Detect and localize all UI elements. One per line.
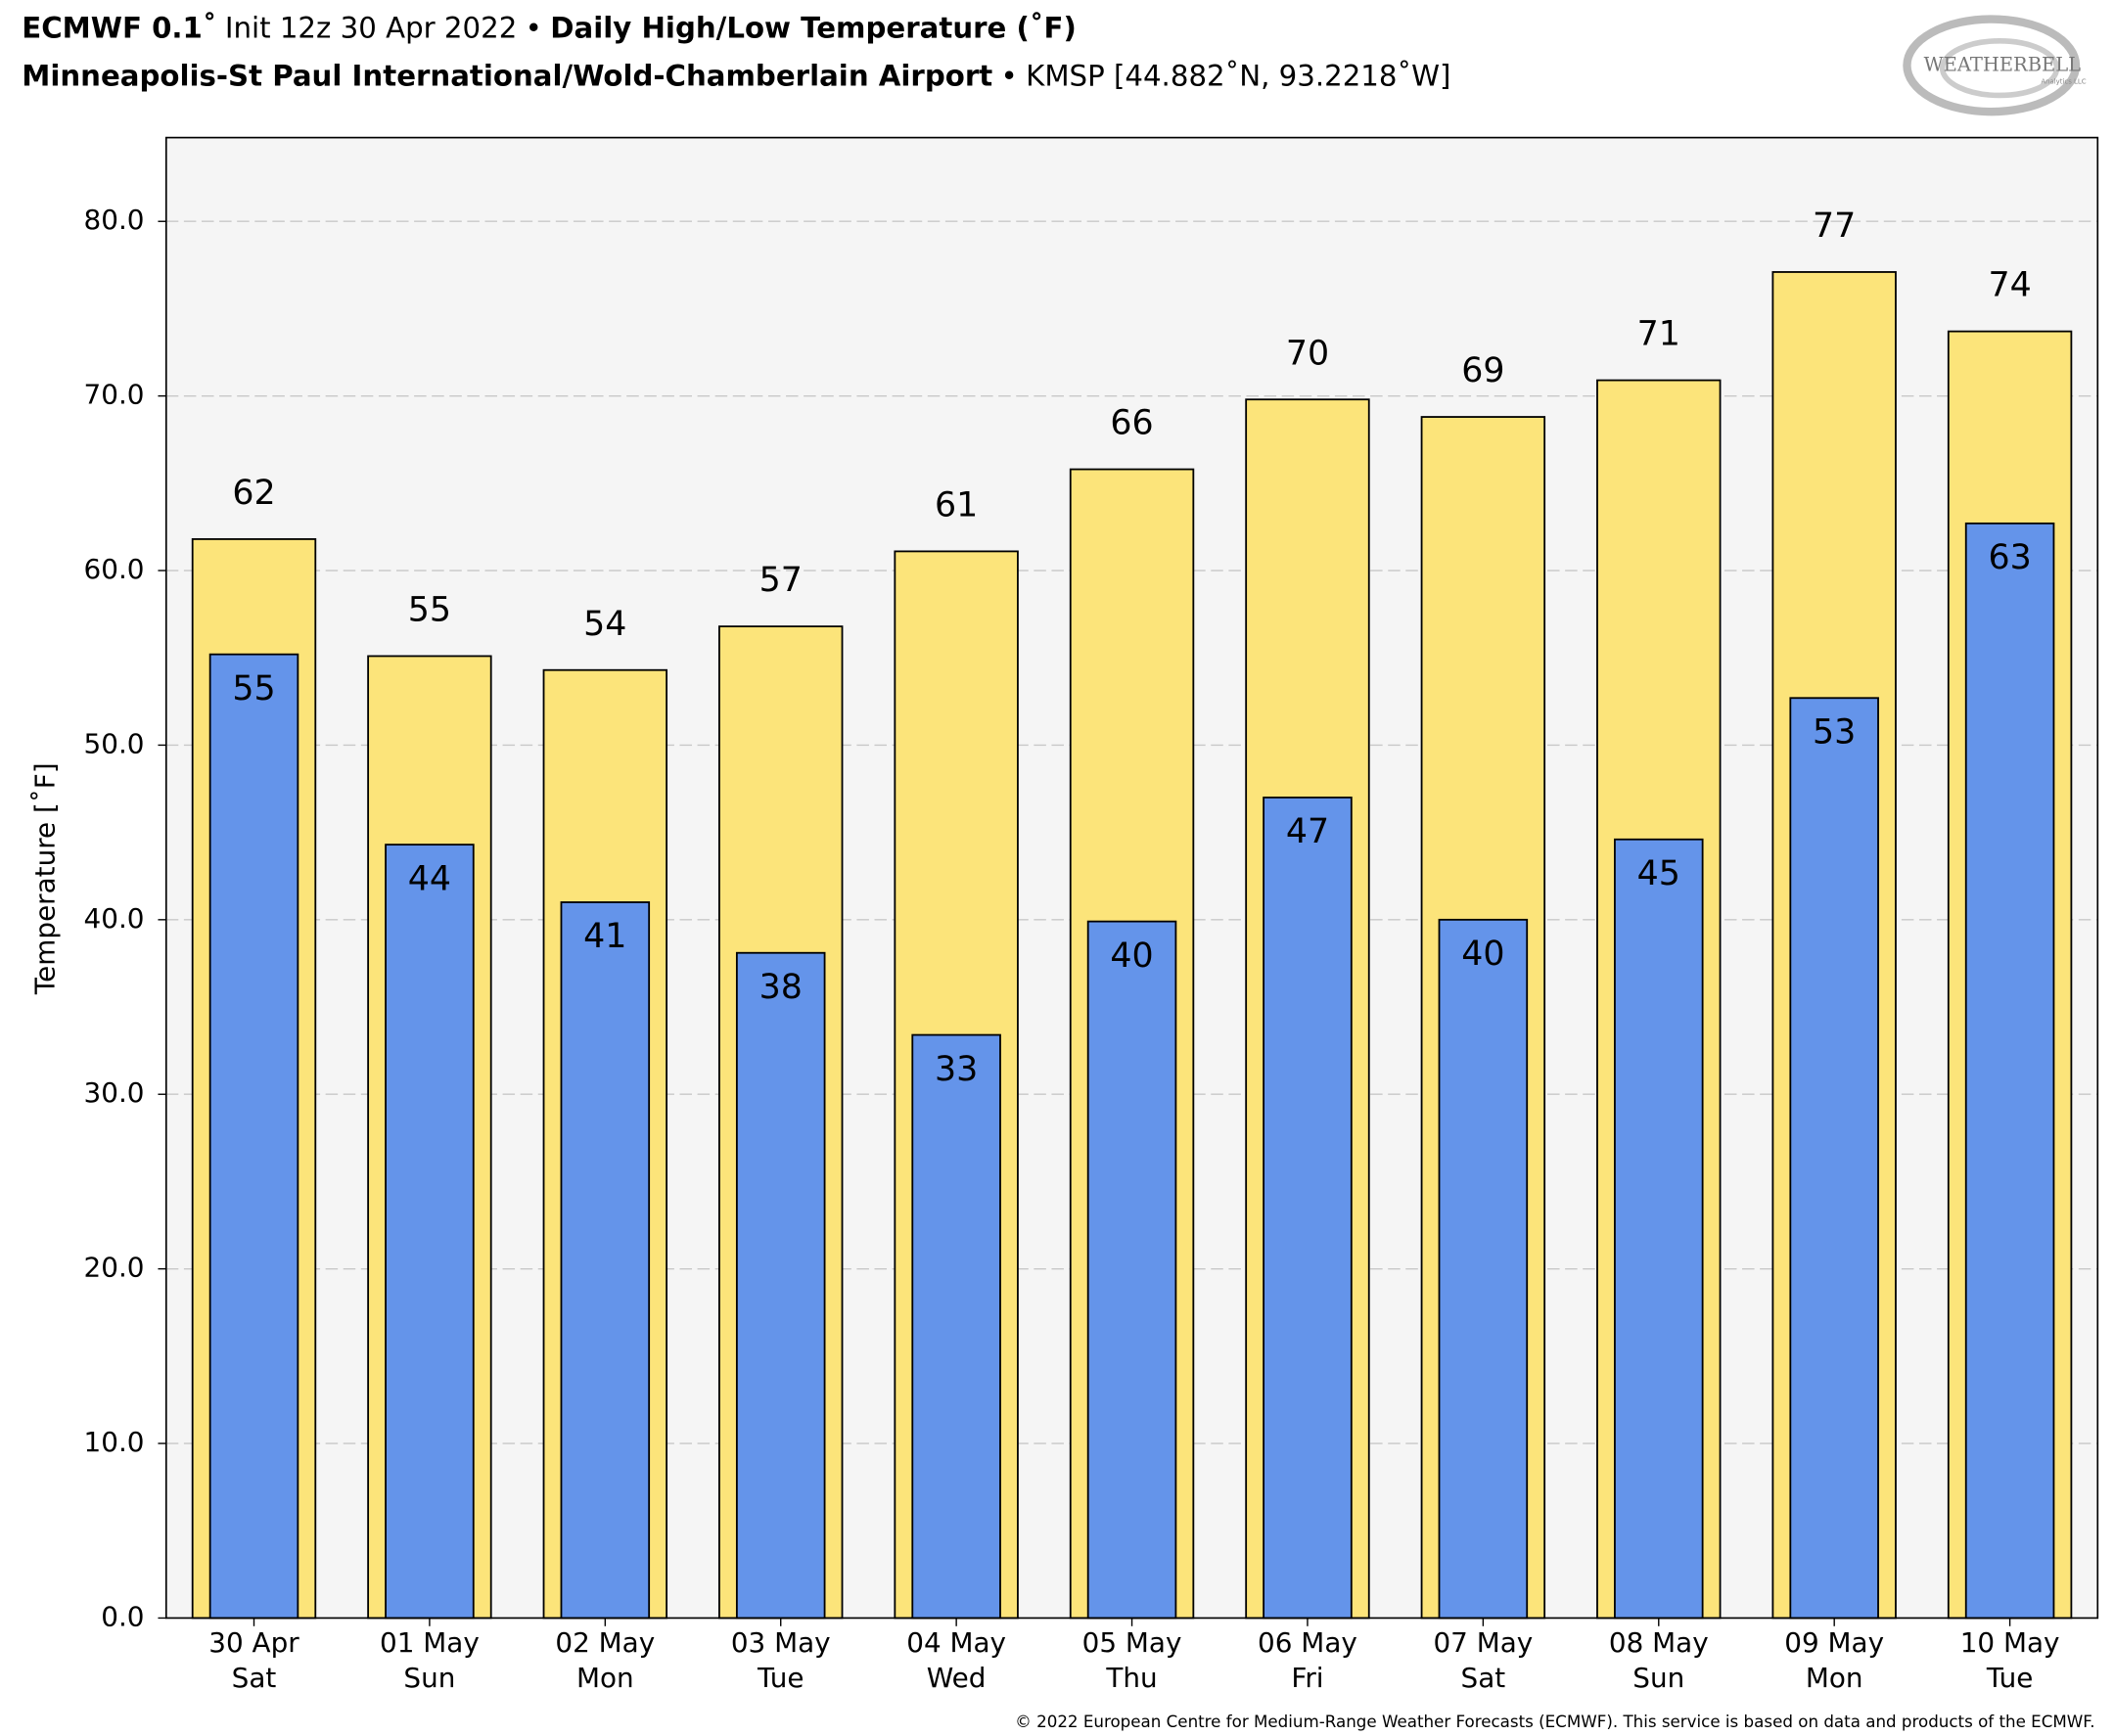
x-tick-day: Tue [757,1662,804,1694]
value-label: 41 [583,917,626,956]
value-label: 69 [1461,351,1504,390]
title-init: Init 12z 30 Apr 2022 [225,12,517,45]
y-tick-label: 50.0 [84,727,145,759]
y-tick-label: 0.0 [101,1600,144,1632]
value-label: 38 [759,968,803,1007]
x-tick-label: 04 May [906,1626,1006,1659]
value-label: 66 [1110,404,1153,443]
x-tick-day: Mon [576,1662,634,1694]
y-tick-label: 10.0 [84,1426,145,1458]
bars: 62 55 54 57 61 66 70 69 71 77 74 55 44 41 38 33 40 47 40 45… [191,206,2073,1620]
chart-subtitle: Minneapolis-St Paul International/Wold-C… [22,59,1450,92]
subtitle-station-id: KMSP [44.882˚N, 93.2218˚W] [1026,59,1450,92]
y-tick-label: 80.0 [84,204,145,236]
value-label: 57 [759,561,803,600]
x-tick-day: Sat [1461,1662,1506,1694]
x-tick-day: Fri [1291,1662,1323,1694]
value-label: 77 [1813,206,1856,246]
x-tick-label: 02 May [555,1626,655,1659]
x-tick-day: Thu [1105,1662,1157,1694]
bar [1438,918,1529,1620]
y-tick-label: 40.0 [84,902,145,935]
x-tick-label: 06 May [1258,1626,1357,1659]
x-tick-label: 30 Apr [208,1626,299,1659]
bar [1964,522,2055,1620]
bar [1086,920,1177,1620]
value-label: 53 [1813,712,1856,752]
x-tick-label: 03 May [731,1626,831,1659]
value-label: 74 [1988,266,2031,305]
x-tick-day: Sun [403,1662,455,1694]
logo-sub: Analytics LLC [2041,78,2086,86]
bar [560,901,651,1620]
x-tick-day: Wed [927,1662,987,1694]
value-label: 62 [232,474,275,513]
value-label: 71 [1637,315,1680,354]
y-tick-label: 70.0 [84,379,145,411]
title-separator: • [526,12,542,45]
value-label: 61 [935,485,978,525]
title-product: Daily High/Low Temperature (˚F) [550,12,1077,45]
x-tick-label: 05 May [1082,1626,1182,1659]
subtitle-separator: • [1001,59,1018,92]
x-tick-day: Sat [232,1662,277,1694]
x-tick-label: 10 May [1960,1626,2060,1659]
value-label: 40 [1110,937,1153,976]
bar [208,653,299,1620]
y-tick-label: 60.0 [84,553,145,585]
value-label: 70 [1286,334,1329,373]
x-tick-label: 09 May [1784,1626,1884,1659]
y-axis-label: Temperature [˚F] [28,762,61,995]
title-model: ECMWF 0.1˚ [22,12,216,45]
chart-title: ECMWF 0.1˚ Init 12z 30 Apr 2022 • Daily Hig… [22,12,1077,45]
value-label: 33 [935,1050,978,1089]
logo-text: WEATHERBELL [1924,53,2081,75]
y-tick-label: 30.0 [84,1076,145,1109]
x-tick-day: Mon [1806,1662,1863,1694]
x-tick-day: Tue [1986,1662,2034,1694]
subtitle-station: Minneapolis-St Paul International/Wold-C… [22,59,992,92]
value-label: 47 [1286,812,1329,851]
x-tick-label: 01 May [380,1626,480,1659]
bar [1789,697,1879,1620]
x-tick-label: 07 May [1433,1626,1533,1659]
x-tick-day: Sun [1632,1662,1684,1694]
bar [911,1033,1001,1620]
value-label: 54 [583,605,626,644]
y-tick-label: 20.0 [84,1252,145,1284]
bar [1263,797,1353,1620]
bar [385,844,475,1620]
logo-swirl [1939,38,2060,99]
value-label: 40 [1461,935,1504,974]
value-label: 45 [1637,854,1680,893]
bar [1614,838,1704,1620]
logo: WEATHERBELL Analytics LLC [1903,15,2087,116]
value-label: 63 [1988,538,2031,577]
value-label: 55 [232,669,275,708]
logo-swirl [1903,15,2081,116]
x-tick-label: 08 May [1609,1626,1709,1659]
value-label: 44 [408,859,451,898]
bar [735,951,826,1620]
value-label: 55 [408,591,451,630]
footer: © 2022 European Centre for Medium-Range … [1015,1712,2094,1731]
